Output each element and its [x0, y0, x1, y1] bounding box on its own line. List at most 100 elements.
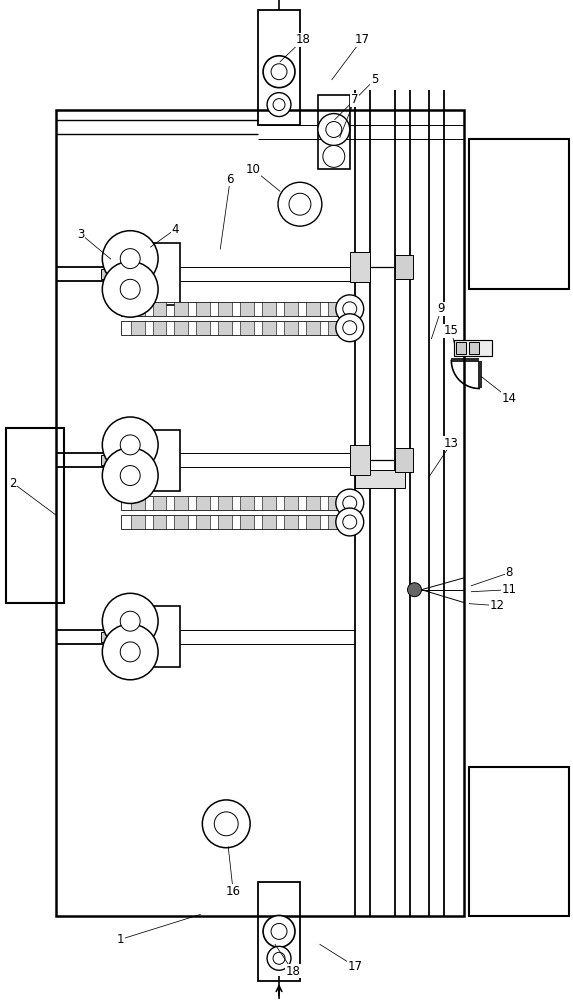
Circle shape [289, 193, 311, 215]
Text: 4: 4 [172, 223, 179, 236]
Circle shape [103, 624, 158, 680]
Bar [56, 110, 464, 916]
Text: 17: 17 [347, 960, 362, 973]
Bar [6, 428, 64, 603]
Bar [152, 496, 167, 510]
Bar [262, 496, 276, 510]
Bar [355, 470, 405, 488]
Bar [218, 302, 232, 316]
Bar [131, 302, 144, 316]
Bar [121, 302, 345, 316]
Bar [395, 448, 413, 472]
Bar [174, 515, 189, 529]
Bar [328, 321, 342, 335]
Circle shape [214, 812, 238, 836]
Circle shape [407, 583, 422, 597]
Bar [197, 302, 210, 316]
Circle shape [103, 417, 158, 473]
Text: 15: 15 [444, 324, 459, 337]
Bar [174, 302, 189, 316]
Circle shape [271, 923, 287, 939]
Bar [197, 496, 210, 510]
Bar [262, 515, 276, 529]
Bar [111, 606, 180, 667]
Circle shape [120, 611, 140, 631]
Circle shape [343, 302, 357, 316]
Circle shape [336, 489, 364, 517]
Text: 14: 14 [501, 392, 517, 405]
Bar [240, 321, 254, 335]
Bar [306, 302, 320, 316]
Bar [218, 515, 232, 529]
Bar [284, 321, 298, 335]
Bar [240, 496, 254, 510]
Bar [131, 496, 144, 510]
Bar [262, 302, 276, 316]
Text: 1: 1 [117, 933, 124, 946]
Bar [456, 342, 466, 354]
Circle shape [343, 321, 357, 335]
Bar [454, 340, 492, 356]
Circle shape [103, 448, 158, 503]
Circle shape [120, 435, 140, 455]
Bar [111, 243, 180, 305]
Text: 13: 13 [444, 437, 459, 450]
Circle shape [273, 99, 285, 111]
Bar [328, 515, 342, 529]
Bar [328, 302, 342, 316]
Circle shape [120, 249, 140, 269]
Bar [262, 321, 276, 335]
Bar [350, 252, 370, 282]
Bar [258, 882, 300, 981]
Bar [101, 632, 116, 642]
Bar [218, 496, 232, 510]
Bar [101, 269, 116, 279]
Text: 10: 10 [246, 163, 261, 176]
Text: 18: 18 [296, 33, 311, 46]
Circle shape [103, 261, 158, 317]
Text: 12: 12 [490, 599, 505, 612]
Circle shape [263, 56, 295, 88]
Bar [284, 302, 298, 316]
Text: 2: 2 [9, 477, 17, 490]
Text: 11: 11 [501, 583, 517, 596]
Bar [469, 767, 569, 916]
Circle shape [202, 800, 250, 848]
Circle shape [336, 295, 364, 323]
Bar [121, 496, 345, 510]
Bar [258, 10, 300, 125]
Bar [218, 321, 232, 335]
Circle shape [271, 64, 287, 80]
Bar [197, 321, 210, 335]
Circle shape [273, 952, 285, 964]
Bar [306, 321, 320, 335]
Bar [328, 496, 342, 510]
Bar [174, 496, 189, 510]
Bar [121, 515, 345, 529]
Bar [197, 515, 210, 529]
Bar [306, 515, 320, 529]
Text: 17: 17 [354, 33, 369, 46]
Circle shape [278, 182, 322, 226]
Circle shape [336, 508, 364, 536]
Bar [350, 445, 370, 475]
Bar [306, 496, 320, 510]
Circle shape [103, 593, 158, 649]
Circle shape [120, 279, 140, 299]
Circle shape [103, 231, 158, 286]
Circle shape [343, 515, 357, 529]
Bar [111, 430, 180, 491]
Circle shape [336, 314, 364, 342]
Text: 6: 6 [226, 173, 234, 186]
Circle shape [263, 915, 295, 947]
Bar [152, 302, 167, 316]
Bar [240, 302, 254, 316]
Bar [469, 342, 479, 354]
Circle shape [323, 145, 345, 167]
Circle shape [120, 642, 140, 662]
Bar [395, 255, 413, 279]
Bar [152, 321, 167, 335]
Text: 16: 16 [226, 885, 241, 898]
Circle shape [267, 93, 291, 117]
Bar [152, 515, 167, 529]
